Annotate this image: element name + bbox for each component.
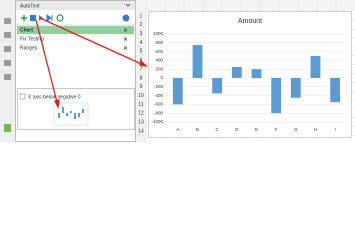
preview-icon xyxy=(19,93,26,100)
arrow xyxy=(35,19,59,107)
grid-icon[interactable] xyxy=(4,60,11,66)
preview-label: X axis below negative 0 xyxy=(28,94,81,100)
y-tick-label: -400 xyxy=(154,93,164,98)
row-number: 3 xyxy=(140,31,143,37)
doc-icon[interactable] xyxy=(4,32,11,38)
y-tick-label: -200 xyxy=(154,84,164,89)
list-item[interactable]: Ranges xyxy=(20,45,38,51)
arrow xyxy=(39,17,147,67)
edit-button[interactable] xyxy=(30,15,36,21)
pane-menu[interactable] xyxy=(125,3,131,7)
x-tick-label: I xyxy=(335,127,336,132)
x-tick-label: E xyxy=(255,127,258,132)
y-tick-label: 200 xyxy=(155,66,163,71)
x-tick-label: F xyxy=(275,127,278,132)
y-tick-label: -600 xyxy=(154,102,164,107)
bar xyxy=(192,45,203,78)
arrow-head xyxy=(54,99,60,110)
bar xyxy=(271,78,282,114)
x-tick-label: B xyxy=(196,127,199,132)
screenshot: AutoText Chart Fix Testing Ranges X axis b… xyxy=(0,0,355,142)
row-number: 12 xyxy=(138,111,144,117)
row-header xyxy=(136,11,146,142)
y-tick-label: 600 xyxy=(155,49,163,54)
row-number: 14 xyxy=(138,128,144,134)
delete-icon[interactable] xyxy=(123,46,128,50)
row-number: 7 xyxy=(140,66,143,72)
annotation-arrows xyxy=(35,17,148,110)
x-tick-label: C xyxy=(216,127,220,132)
list-icon[interactable] xyxy=(4,46,11,52)
y-tick-label: -1000 xyxy=(151,119,163,124)
help-button[interactable] xyxy=(122,14,130,22)
refresh-button[interactable] xyxy=(56,14,64,22)
bar xyxy=(231,67,242,78)
pane-title: AutoText xyxy=(20,3,40,9)
arrow-head xyxy=(139,59,148,67)
list-item[interactable]: Chart xyxy=(20,27,33,33)
row-number: 8 xyxy=(140,75,143,81)
delete-icon[interactable] xyxy=(123,37,128,41)
folder-icon[interactable] xyxy=(4,18,11,24)
item-highlight xyxy=(17,26,134,34)
row-number: 4 xyxy=(140,40,143,46)
green-icon[interactable] xyxy=(4,124,11,132)
chart-title: Amount xyxy=(238,18,262,25)
bar xyxy=(172,78,183,105)
column-header xyxy=(136,0,355,11)
toolbar xyxy=(21,14,130,22)
add-button[interactable] xyxy=(21,15,27,21)
x-tick-label: D xyxy=(235,127,239,132)
row-number: 11 xyxy=(138,102,143,108)
row-number: 5 xyxy=(140,49,143,55)
row-number: 2 xyxy=(140,22,143,28)
y-tick-label: -800 xyxy=(154,110,164,115)
row-number: 9 xyxy=(140,84,143,90)
bar xyxy=(212,78,223,94)
print-icon[interactable] xyxy=(4,74,11,80)
y-tick-label: 400 xyxy=(155,58,163,63)
bar xyxy=(330,78,341,103)
y-tick-label: 0 xyxy=(160,75,163,80)
bar xyxy=(290,78,301,98)
x-tick-label: H xyxy=(314,127,317,132)
x-tick-label: G xyxy=(294,127,298,132)
row-number: 1 xyxy=(140,13,143,19)
delete-icon[interactable] xyxy=(123,28,128,32)
y-tick-label: 1000 xyxy=(153,31,164,36)
thumbnail xyxy=(53,102,89,126)
chart-area xyxy=(148,11,352,138)
row-number: 10 xyxy=(138,93,144,99)
y-tick-label: 800 xyxy=(155,40,163,45)
bar xyxy=(310,56,321,78)
row-number: 13 xyxy=(138,120,144,126)
side-strip xyxy=(0,0,15,142)
list-item[interactable]: Fix Testing xyxy=(20,36,44,42)
pane-header xyxy=(16,1,135,10)
side-icons xyxy=(4,18,11,132)
export-button[interactable] xyxy=(46,14,53,22)
x-tick-label: A xyxy=(176,127,179,132)
bar xyxy=(251,69,262,78)
